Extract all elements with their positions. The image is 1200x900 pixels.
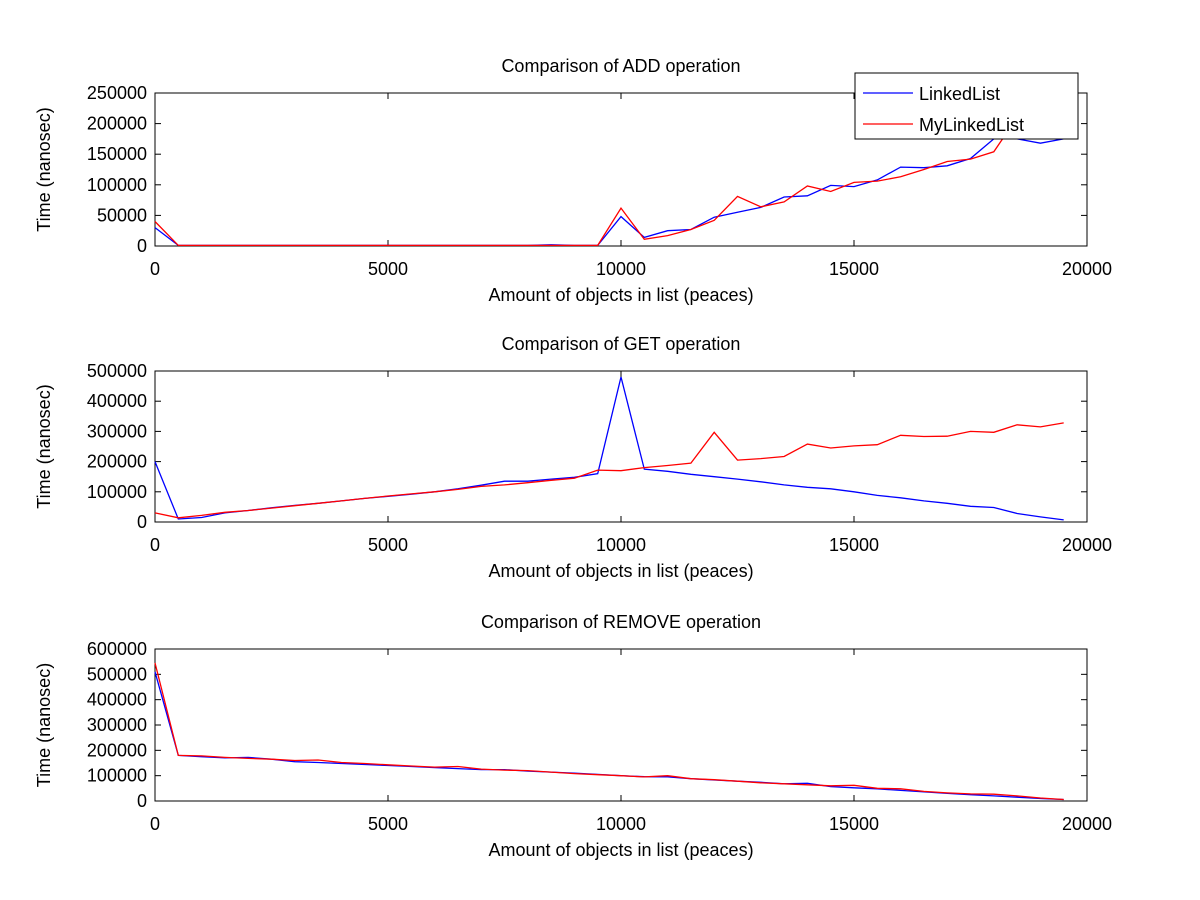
y-tick-label: 0 — [137, 236, 147, 256]
y-tick-label: 0 — [137, 512, 147, 532]
y-tick-label: 50000 — [97, 205, 147, 225]
x-axis-label: Amount of objects in list (peaces) — [488, 285, 753, 305]
y-tick-label: 100000 — [87, 175, 147, 195]
y-tick-label: 300000 — [87, 715, 147, 735]
subplot-2: Comparison of GET operation 0 5000 10000 150… — [34, 334, 1112, 581]
y-tick-label: 600000 — [87, 639, 147, 659]
x-tick-label: 5000 — [368, 814, 408, 834]
x-tick-label: 5000 — [368, 259, 408, 279]
y-tick-label: 500000 — [87, 664, 147, 684]
y-tick-label: 300000 — [87, 421, 147, 441]
series-line-linkedlist — [154, 376, 1064, 521]
series-line-linkedlist — [154, 138, 1064, 247]
y-tick-label: 400000 — [87, 690, 147, 710]
chart-title: Comparison of REMOVE operation — [481, 612, 761, 632]
series-line-linkedlist — [154, 671, 1064, 801]
x-tick-label: 0 — [150, 814, 160, 834]
y-tick-label: 0 — [137, 791, 147, 811]
y-axis-label: Time (nanosec) — [34, 384, 54, 508]
legend-box — [854, 72, 1079, 140]
plot-frame — [154, 370, 1088, 523]
x-tick-label: 5000 — [368, 535, 408, 555]
y-tick-label: 200000 — [87, 740, 147, 760]
x-tick-label: 20000 — [1062, 259, 1112, 279]
x-tick-label: 10000 — [596, 535, 646, 555]
y-tick-label: 100000 — [87, 482, 147, 502]
y-tick-label: 200000 — [87, 452, 147, 472]
x-tick-label: 0 — [150, 535, 160, 555]
y-tick-label: 250000 — [87, 83, 147, 103]
y-tick-label: 100000 — [87, 766, 147, 786]
series-line-mylinkedlist — [154, 662, 1064, 801]
legend: LinkedList MyLinkedList — [854, 72, 1079, 140]
y-axis-label: Time (nanosec) — [34, 107, 54, 231]
x-axis-label: Amount of objects in list (peaces) — [488, 561, 753, 581]
x-tick-label: 20000 — [1062, 535, 1112, 555]
x-tick-label: 20000 — [1062, 814, 1112, 834]
subplot-3: Comparison of REMOVE operation 0 5000 10000… — [34, 612, 1112, 860]
x-axis-label: Amount of objects in list (peaces) — [488, 840, 753, 860]
x-tick-label: 15000 — [829, 814, 879, 834]
x-tick-label: 10000 — [596, 259, 646, 279]
y-tick-label: 500000 — [87, 361, 147, 381]
y-tick-label: 400000 — [87, 391, 147, 411]
y-axis-label: Time (nanosec) — [34, 663, 54, 787]
x-tick-label: 0 — [150, 259, 160, 279]
x-tick-label: 15000 — [829, 535, 879, 555]
chart-title: Comparison of ADD operation — [501, 56, 740, 76]
x-tick-label: 15000 — [829, 259, 879, 279]
legend-entry: LinkedList — [919, 84, 1000, 104]
subplot-1: Comparison of ADD operation 0 5000 10000 150… — [34, 56, 1112, 305]
y-tick-label: 150000 — [87, 144, 147, 164]
series-line-mylinkedlist — [154, 116, 1064, 247]
legend-entry: MyLinkedList — [919, 115, 1024, 135]
plot-frame — [154, 648, 1088, 802]
x-tick-label: 10000 — [596, 814, 646, 834]
y-tick-label: 200000 — [87, 114, 147, 134]
chart-title: Comparison of GET operation — [502, 334, 741, 354]
series-line-mylinkedlist — [154, 422, 1064, 519]
